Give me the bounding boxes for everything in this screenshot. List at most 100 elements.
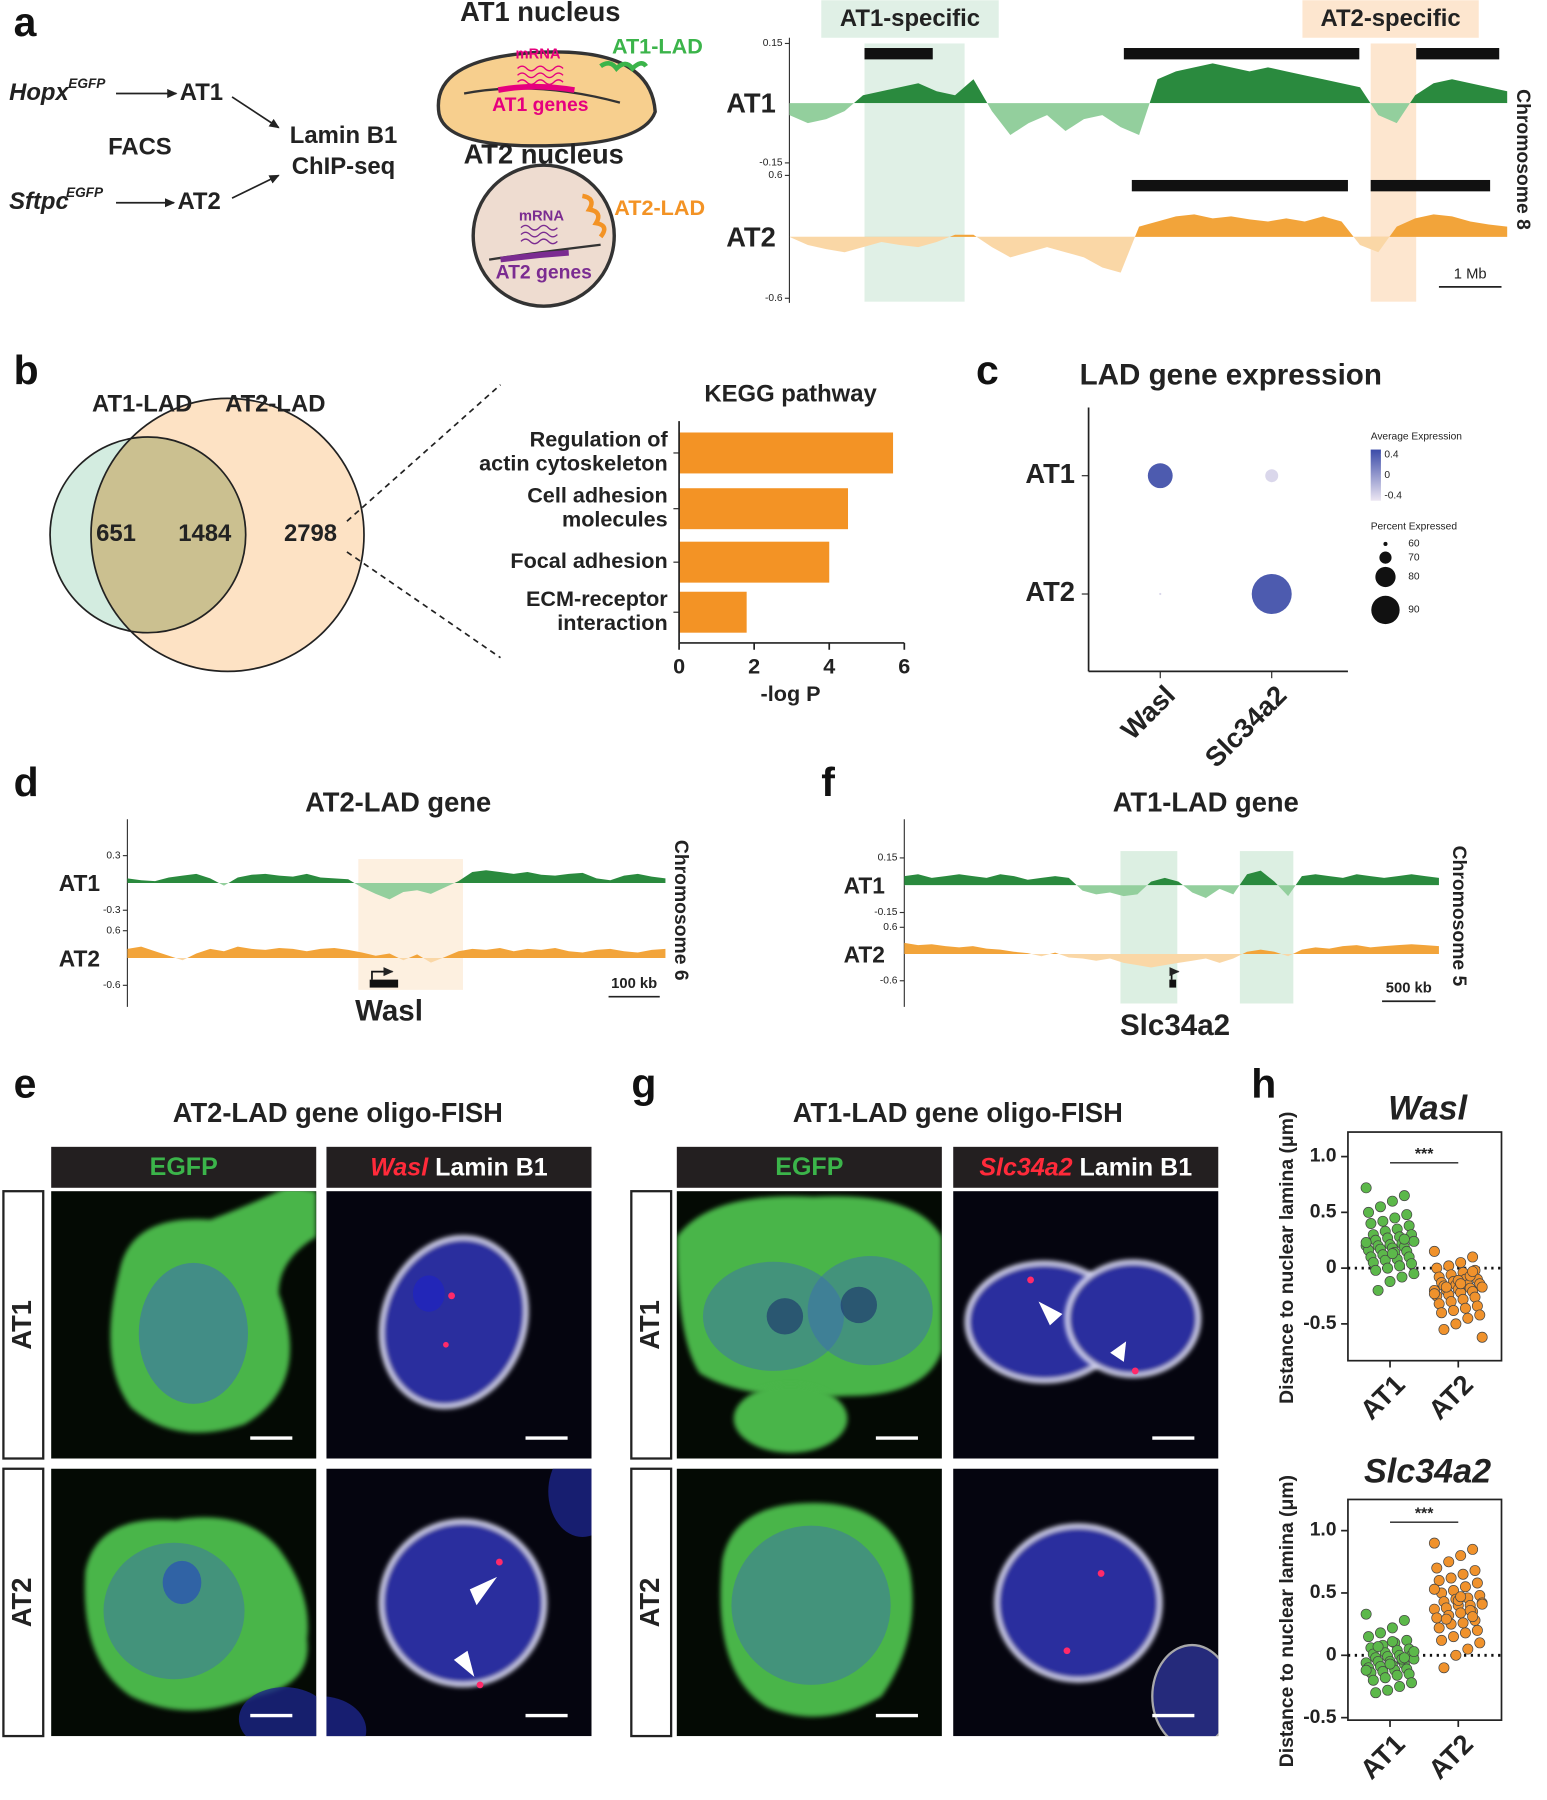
gene-segment [497, 83, 575, 93]
chart-title: LAD gene expression [1080, 359, 1382, 392]
micrograph [953, 1191, 1219, 1459]
image-content [994, 1523, 1219, 1737]
data-point [1370, 1264, 1382, 1276]
data-point [1476, 1331, 1488, 1343]
data-point [1382, 1684, 1394, 1696]
data-point [1450, 1649, 1462, 1661]
y-axis-label: Distance to nuclear lamina (μm) [1277, 1112, 1298, 1404]
lad-coil [599, 61, 648, 72]
neighbor-nucleus [548, 1468, 592, 1537]
micrograph [51, 1468, 317, 1737]
track-label: AT1 [726, 88, 776, 119]
gene-name: Slc34a2 [1120, 1009, 1230, 1042]
reporter-superscript: EGFP [66, 185, 104, 200]
stain-name: Lamin B1 [435, 1153, 548, 1181]
data-point [1386, 1248, 1398, 1260]
method: FACS [108, 133, 172, 160]
chart-title: Slc34a2 [1364, 1452, 1491, 1490]
data-point [1471, 1577, 1483, 1589]
venn-count: 1484 [178, 520, 232, 547]
gene-name: Slc34a2 [979, 1153, 1072, 1181]
lamina-nucleus [994, 1523, 1163, 1683]
data-point [1462, 1643, 1474, 1655]
data-point [1428, 1583, 1440, 1595]
panel-label: h [1251, 1060, 1276, 1106]
highlight-region [1370, 43, 1417, 302]
x-tick-label: AT2 [1422, 1728, 1479, 1785]
fish-spot [1131, 1367, 1139, 1375]
gene-label: AT1 genes [492, 95, 588, 116]
y-tick-label: interaction [557, 610, 667, 635]
reporter-line: Hopx [9, 79, 70, 106]
row-label: AT2 [634, 1578, 665, 1628]
micrograph [326, 1468, 592, 1737]
data-point [1457, 1617, 1469, 1629]
chromosome-label: Chromosome 6 [670, 840, 691, 981]
lad-bar [1370, 179, 1491, 192]
data-point [1433, 1575, 1445, 1586]
x-tick-label: 6 [898, 654, 910, 679]
arrowhead [1038, 1301, 1063, 1326]
data-point [1363, 1631, 1374, 1643]
significance-label: *** [1415, 1146, 1434, 1163]
y-tick-label: 0 [1326, 1644, 1337, 1665]
x-tick-label: 0 [673, 654, 685, 679]
fish-spot [443, 1341, 449, 1348]
chart-title: AT1-LAD gene [1113, 787, 1299, 818]
data-point [1471, 1300, 1483, 1312]
image-content [676, 1196, 942, 1453]
panel-label: d [14, 759, 39, 805]
venn-count: 2798 [284, 520, 337, 547]
bar [679, 541, 830, 583]
nucleolus [840, 1286, 878, 1324]
nucleus [731, 1525, 891, 1685]
chart-title: KEGG pathway [704, 380, 877, 407]
gene-label: AT2 genes [496, 262, 592, 283]
data-point [1459, 1581, 1471, 1593]
y-tick-label: -0.6 [103, 980, 121, 991]
mrna [517, 72, 564, 79]
data-point [1365, 1218, 1377, 1229]
panel-label: g [631, 1060, 656, 1106]
highlight-region [1120, 851, 1178, 1004]
nucleus-shape [471, 163, 616, 308]
x-tick-label: AT2 [1422, 1369, 1479, 1426]
data-point [1431, 1262, 1443, 1274]
image-content [110, 1191, 317, 1433]
data-point [1455, 1278, 1467, 1290]
gene-body [369, 979, 399, 988]
row-label: AT1 [634, 1300, 665, 1350]
nucleus-shape [436, 50, 657, 148]
column-header-text: Wasl Lamin B1 [370, 1153, 548, 1181]
lad-coil [581, 193, 607, 239]
mrna-label: mRNA [519, 208, 564, 224]
data-point [1459, 1627, 1471, 1639]
y-tick-label: molecules [562, 506, 668, 531]
data-point [1391, 1669, 1403, 1681]
legend-dot [1371, 595, 1400, 625]
data-point [1379, 1672, 1391, 1684]
significance-label: *** [1415, 1505, 1434, 1522]
data-point [1474, 1309, 1486, 1321]
lamina-nucleus [378, 1518, 548, 1688]
dot [1265, 469, 1279, 483]
panel-title: AT1-LAD gene oligo-FISH [793, 1097, 1123, 1128]
panel-label: b [14, 347, 39, 393]
lad-label: AT1-LAD [612, 34, 703, 59]
data-point [1440, 1281, 1452, 1293]
legend-tick-label: 80 [1408, 572, 1420, 583]
egfp-cell [733, 1384, 848, 1453]
plot-frame [1347, 1131, 1503, 1362]
lad-bar [864, 48, 933, 60]
colorbar [1370, 449, 1381, 501]
data-point [1408, 1268, 1420, 1280]
data-point [1408, 1646, 1420, 1658]
tss-arrow [1169, 967, 1180, 980]
data-point [1431, 1562, 1443, 1574]
reporter-line: Sftpc [9, 188, 69, 215]
data-point [1360, 1608, 1372, 1620]
data-point [1462, 1312, 1474, 1324]
data-point [1474, 1637, 1486, 1649]
cell-type: AT2 [177, 188, 220, 215]
fish-spot [448, 1292, 455, 1300]
